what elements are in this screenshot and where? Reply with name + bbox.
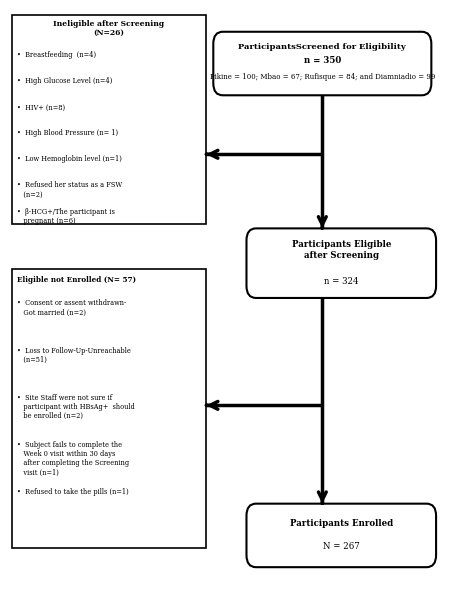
Bar (12, 269, 206, 548)
Text: •  Refused her status as a FSW
   (n=2): • Refused her status as a FSW (n=2) (17, 182, 122, 198)
Bar (12, 15, 206, 224)
Text: •  High Blood Pressure (n= 1): • High Blood Pressure (n= 1) (17, 129, 118, 137)
Text: Pikine = 100; Mbao = 67; Rufisque = 84; and Diamniadio = 99: Pikine = 100; Mbao = 67; Rufisque = 84; … (210, 73, 435, 81)
Text: ParticipantsScreened for Eligibility: ParticipantsScreened for Eligibility (238, 42, 406, 51)
Text: Participants Eligible
after Screening: Participants Eligible after Screening (292, 240, 391, 260)
Text: •  Loss to Follow-Up-Unreachable
   (n=51): • Loss to Follow-Up-Unreachable (n=51) (17, 347, 130, 364)
Text: n = 350: n = 350 (304, 56, 341, 65)
Text: •  Breastfeeding  (n=4): • Breastfeeding (n=4) (17, 51, 96, 59)
FancyBboxPatch shape (213, 32, 431, 95)
Text: •  HIV+ (n=8): • HIV+ (n=8) (17, 103, 65, 111)
Text: Ineligible after Screening
(N=26): Ineligible after Screening (N=26) (54, 20, 164, 37)
FancyBboxPatch shape (246, 229, 436, 298)
Text: Eligible not Enrolled (N= 57): Eligible not Enrolled (N= 57) (17, 276, 136, 284)
Text: •  Refused to take the pills (n=1): • Refused to take the pills (n=1) (17, 488, 128, 496)
Text: •  High Glucose Level (n=4): • High Glucose Level (n=4) (17, 77, 112, 85)
Text: •  Low Hemoglobin level (n=1): • Low Hemoglobin level (n=1) (17, 155, 121, 163)
Text: •  Consent or assent withdrawn-
   Got married (n=2): • Consent or assent withdrawn- Got marri… (17, 299, 126, 316)
FancyBboxPatch shape (246, 503, 436, 567)
Text: •  Site Staff were not sure if
   participant with HBsAg+  should
   be enrolled: • Site Staff were not sure if participan… (17, 394, 134, 420)
Text: •  β-HCG+/The participant is
   pregnant (n=6): • β-HCG+/The participant is pregnant (n=… (17, 208, 114, 224)
Text: Participants Enrolled: Participants Enrolled (290, 519, 393, 528)
Text: •  Subject fails to complete the
   Week 0 visit within 30 days
   after complet: • Subject fails to complete the Week 0 v… (17, 441, 129, 477)
Text: N = 267: N = 267 (323, 542, 360, 551)
Text: n = 324: n = 324 (324, 277, 358, 286)
